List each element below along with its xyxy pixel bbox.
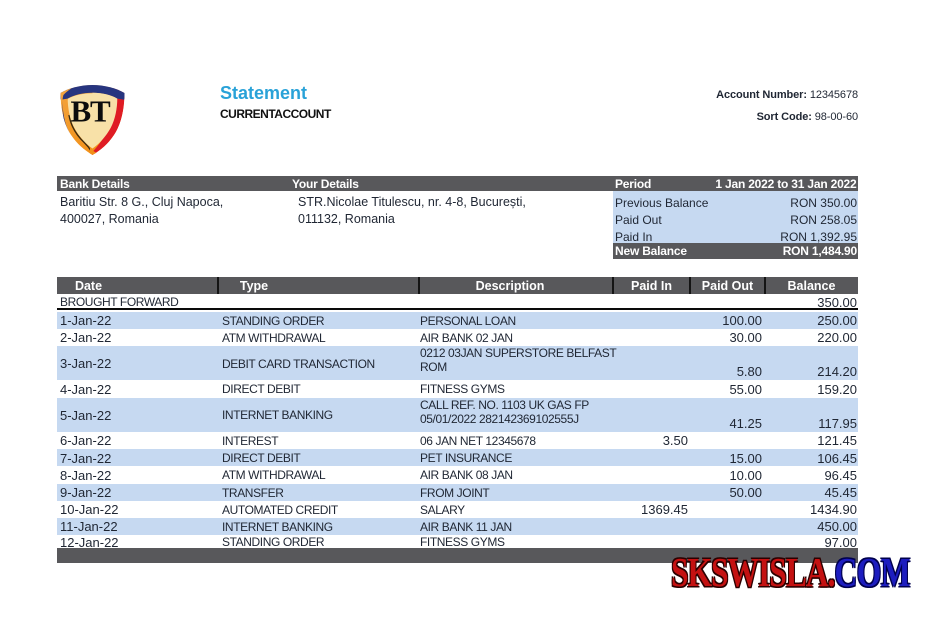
svg-text:BT: BT <box>71 94 111 129</box>
